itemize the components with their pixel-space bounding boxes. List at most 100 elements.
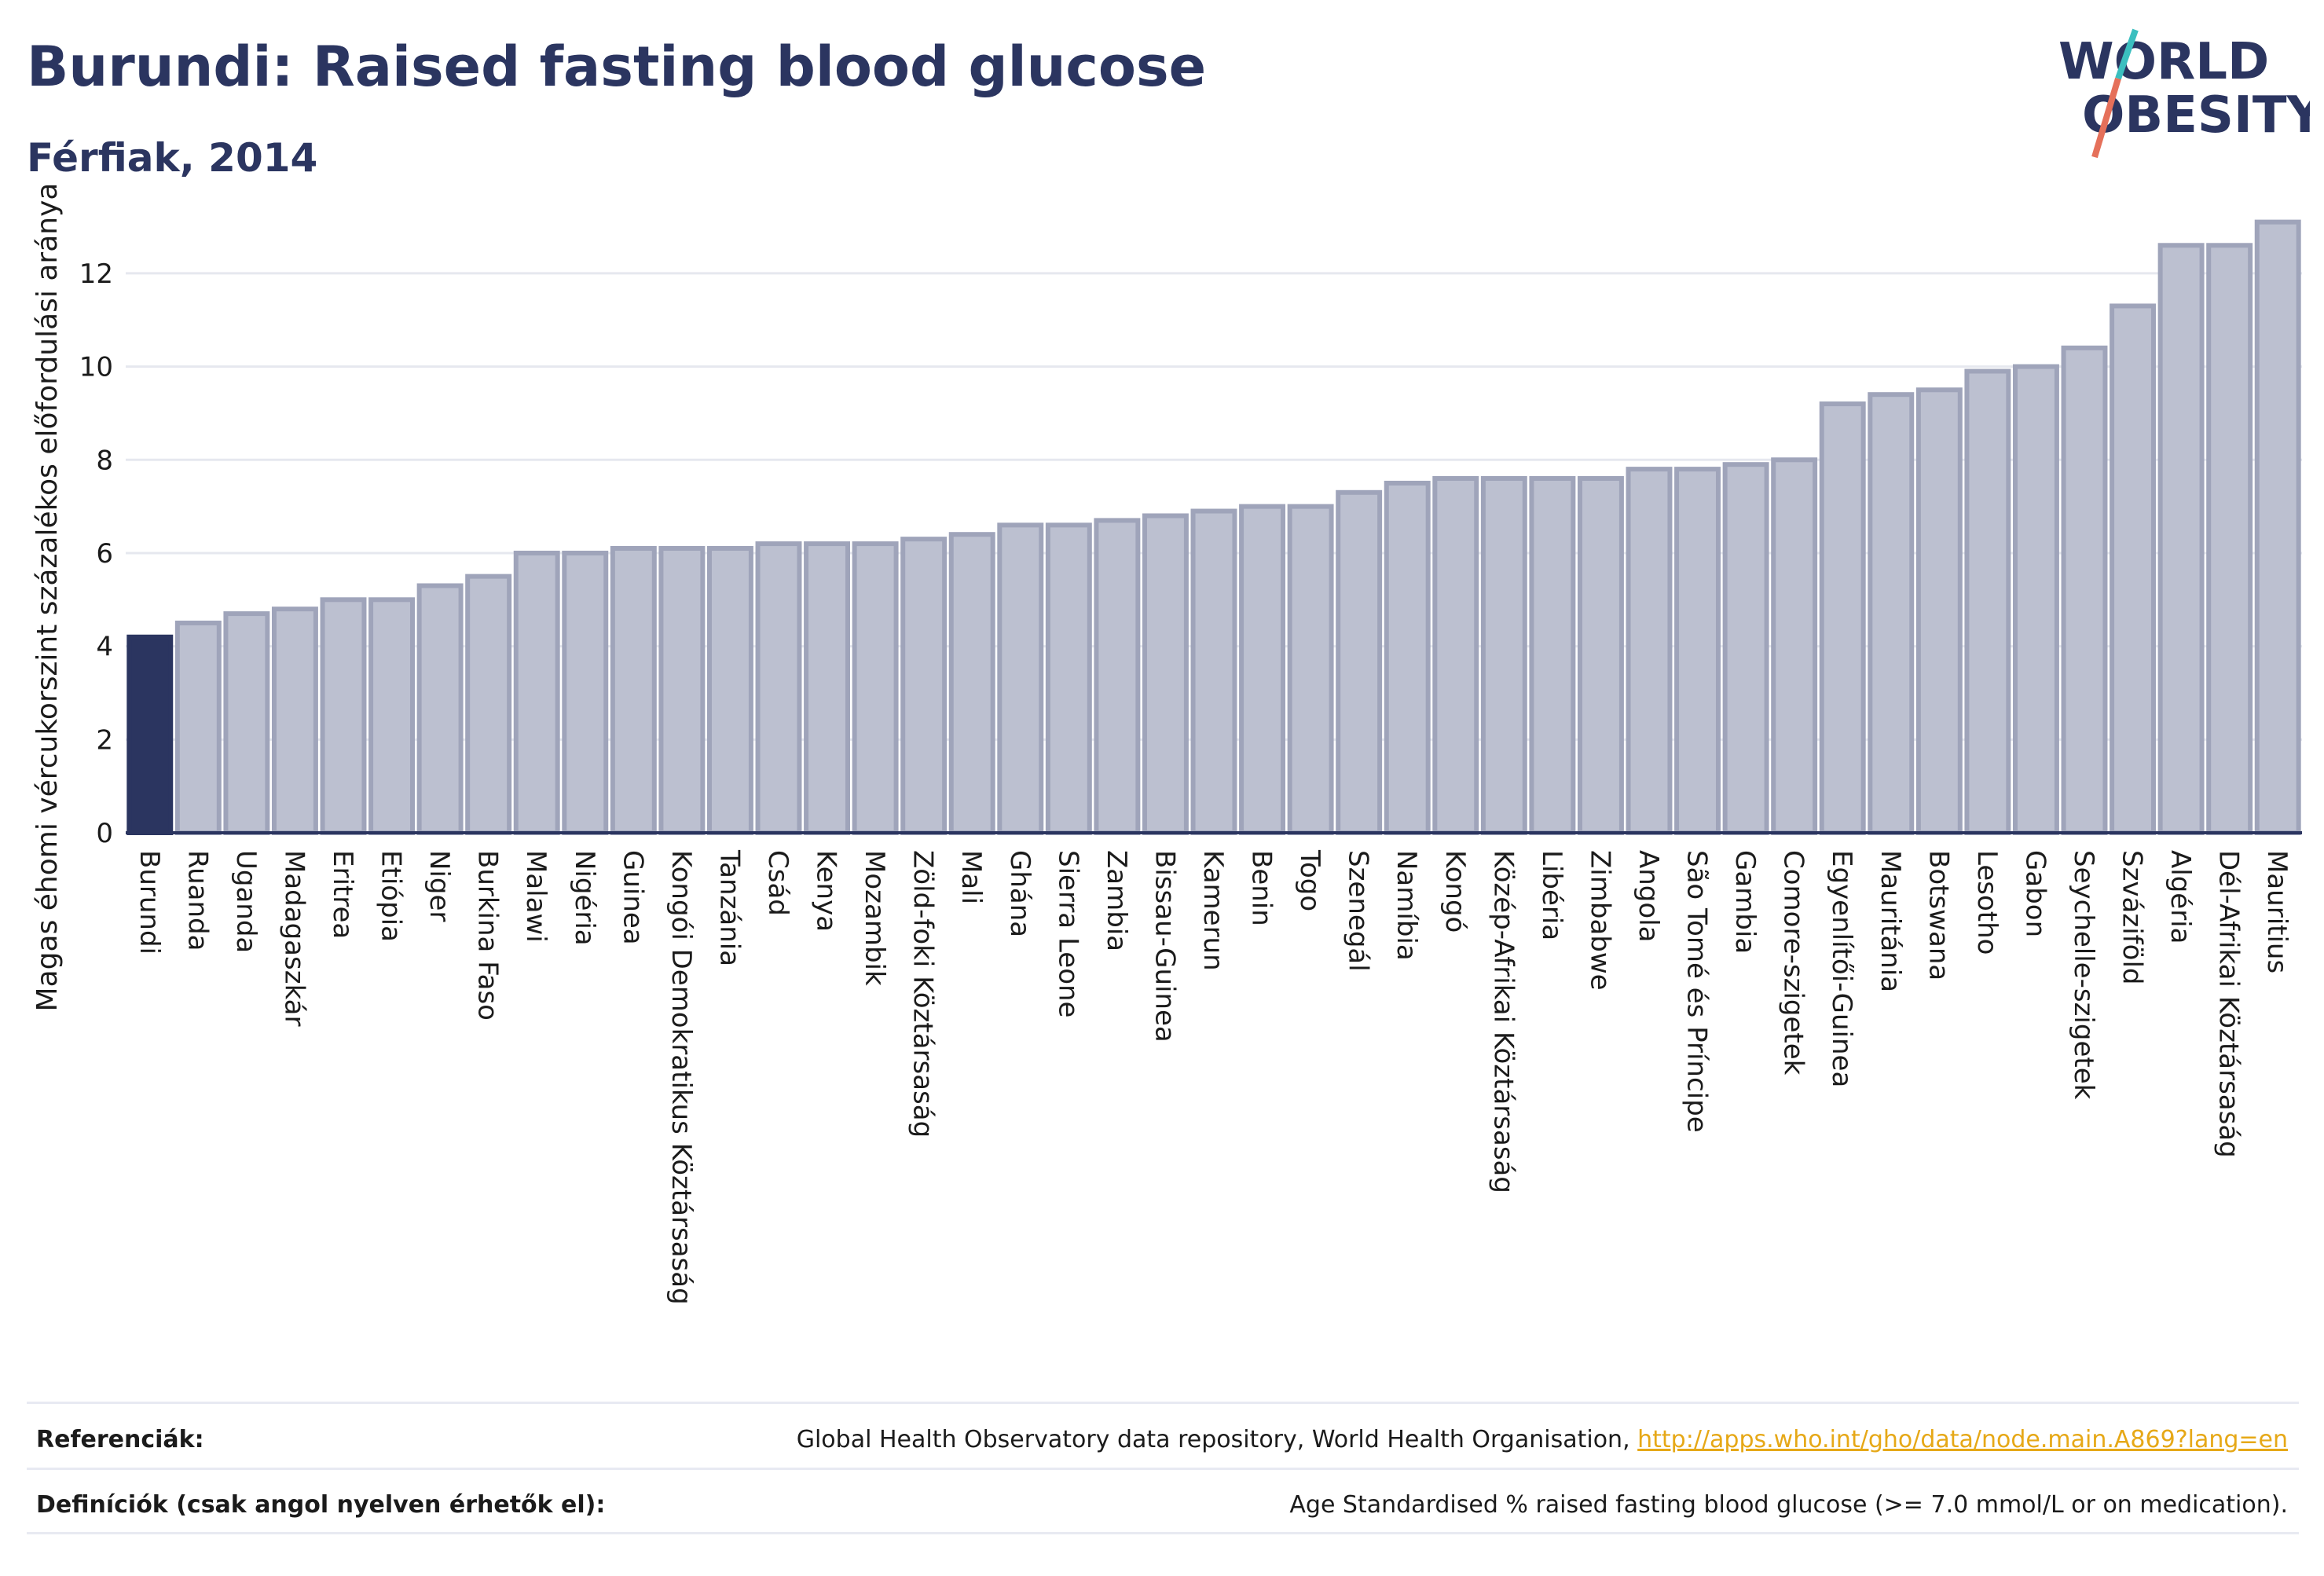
x-tick-label: Csád (762, 850, 794, 916)
y-tick-labels: 0 2 4 6 8 10 12 (79, 258, 113, 849)
x-tick-label: Seychelle-szigetek (2068, 850, 2099, 1100)
x-tick-label: Uganda (230, 850, 262, 953)
bar-25 (1336, 489, 1383, 835)
y-tick-label: 2 (96, 724, 113, 756)
x-tick-label: Etiópia (376, 850, 407, 942)
x-tick-label: Libéria (1536, 850, 1567, 940)
bars (126, 219, 2301, 836)
bar-7 (465, 574, 512, 836)
x-tick-label: Mauritius (2261, 850, 2293, 973)
bar-39 (2012, 364, 2059, 835)
bar-30 (1577, 475, 1624, 835)
bar-2 (223, 611, 270, 835)
x-tick-label: Comore-szigetek (1778, 850, 1809, 1076)
bar-13 (755, 541, 802, 835)
bar-9 (562, 550, 609, 835)
references-text: Global Health Observatory data repositor… (796, 1426, 1638, 1453)
x-tick-label: Zöld-foki Köztársaság (907, 850, 939, 1138)
bar-35 (1819, 401, 1866, 835)
bar-18 (997, 522, 1044, 835)
bar-1 (174, 620, 222, 835)
x-tick-labels: Burundi Ruanda Uganda Madagaszkár Eritrea Eti… (134, 849, 2293, 1305)
bar-0 (126, 634, 174, 835)
x-tick-label: Madagaszkár (278, 850, 310, 1026)
x-tick-label: Dél-Afrikai Köztársaság (2213, 850, 2245, 1158)
bar-40 (2061, 345, 2108, 836)
bar-20 (1094, 518, 1141, 836)
x-tick-label: Mali (955, 850, 987, 904)
bar-27 (1432, 475, 1479, 835)
bar-14 (804, 541, 851, 835)
bar-15 (852, 541, 899, 835)
x-tick-label: Ruanda (181, 850, 213, 951)
x-tick-label: Zambia (1101, 850, 1132, 951)
y-tick-label: 0 (96, 818, 113, 849)
references-link[interactable]: http://apps.who.int/gho/data/node.main.A… (1637, 1426, 2288, 1453)
y-axis-label: Magas éhomi vércukorszint százalékos elő… (31, 183, 64, 1012)
x-tick-label: Szváziföld (2117, 850, 2148, 984)
bar-11 (658, 546, 706, 836)
x-tick-label: Benin (1246, 850, 1277, 926)
bar-44 (2254, 219, 2301, 835)
logo-line1: WORLD (2058, 33, 2269, 91)
bar-16 (900, 537, 948, 835)
bar-29 (1529, 475, 1576, 835)
x-tick-label: Angola (1633, 850, 1664, 942)
y-tick-label: 10 (79, 352, 113, 383)
y-tick-label: 6 (96, 538, 113, 570)
references-value: Global Health Observatory data repositor… (797, 1426, 2288, 1453)
x-tick-label: São Tomé és Príncipe (1681, 850, 1713, 1133)
bar-19 (1045, 522, 1092, 835)
x-tick-label: Kongó (1439, 850, 1471, 933)
y-tick-label: 4 (96, 632, 113, 663)
bar-5 (368, 597, 416, 835)
x-tick-label: Közép-Afrikai Köztársaság (1487, 850, 1519, 1193)
logo-line2: OBESITY (2082, 86, 2310, 145)
world-obesity-logo: WORLD OBESITY (2058, 28, 2310, 159)
logo-accent-stroke-2 (2091, 77, 2121, 159)
bar-37 (1915, 387, 1963, 835)
x-tick-label: Burundi (134, 850, 165, 955)
page-title: Burundi: Raised fasting blood glucose (27, 35, 1207, 99)
x-tick-label: Zimbabwe (1584, 850, 1615, 991)
bar-23 (1239, 504, 1286, 835)
footer-divider (27, 1402, 2299, 1404)
bar-chart: 0 2 4 6 8 10 12 Burundi Ruanda Uganda Madagaszkár… (31, 183, 2302, 1305)
x-tick-label: Niger (423, 850, 455, 922)
x-tick-label: Guinea (617, 850, 648, 945)
x-tick-label: Eritrea (327, 850, 358, 939)
bar-22 (1190, 508, 1237, 835)
bar-4 (320, 597, 367, 835)
bar-38 (1964, 368, 2011, 835)
bar-17 (948, 532, 995, 836)
x-tick-label: Algéria (2165, 850, 2196, 944)
bar-32 (1674, 467, 1721, 835)
x-tick-label: Nigéria (569, 850, 600, 946)
logo-accent-stroke (2115, 28, 2139, 80)
x-tick-label: Kenya (811, 850, 842, 932)
x-tick-label: Togo (1294, 849, 1325, 911)
x-tick-label: Burkina Faso (472, 850, 504, 1021)
x-tick-label: Sierra Leone (1052, 850, 1083, 1017)
x-tick-label: Bissau-Guinea (1149, 850, 1180, 1043)
footer-divider (27, 1532, 2299, 1534)
bar-6 (416, 583, 464, 835)
bar-43 (2206, 243, 2253, 836)
bar-26 (1384, 480, 1431, 835)
x-tick-label: Namíbia (1391, 850, 1422, 961)
x-tick-label: Tanzánia (713, 849, 745, 966)
footer-divider (27, 1468, 2299, 1470)
definitions-value: Age Standardised % raised fasting blood … (1289, 1491, 2288, 1519)
y-tick-label: 8 (96, 445, 113, 476)
x-tick-label: Egyenlítői-Guinea (1826, 850, 1857, 1087)
bar-12 (706, 546, 753, 836)
bar-31 (1626, 467, 1673, 835)
bar-41 (2110, 303, 2157, 836)
bar-36 (1868, 392, 1915, 835)
x-tick-label: Mozambik (859, 850, 890, 986)
bar-8 (513, 550, 560, 835)
bar-24 (1287, 504, 1334, 835)
bar-21 (1142, 513, 1189, 835)
definitions-label: Definíciók (csak angol nyelven érhetők e… (36, 1491, 606, 1519)
bar-3 (271, 607, 318, 835)
